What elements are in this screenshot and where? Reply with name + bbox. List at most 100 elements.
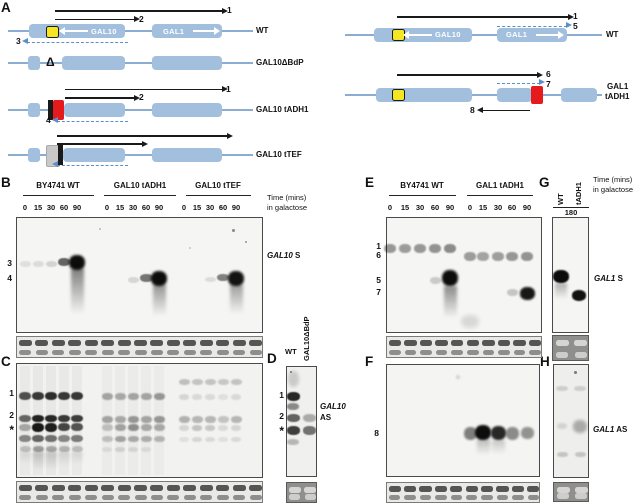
rrna-band — [482, 350, 495, 355]
blot-band — [151, 271, 167, 286]
blot-band — [139, 274, 153, 282]
time-label: 30 — [205, 203, 215, 212]
rrna-band — [389, 350, 401, 355]
rrna-band — [166, 485, 180, 491]
blot-band — [220, 206, 222, 208]
rrna-band — [134, 495, 147, 500]
rrna-band — [35, 485, 49, 491]
probe-arrow-full-transcript — [55, 8, 228, 13]
blot-band — [153, 436, 165, 442]
blot-band — [19, 392, 31, 400]
blot-band — [218, 425, 228, 431]
probe-number: 7 — [546, 78, 551, 89]
gal10-gene-box — [376, 87, 472, 102]
rrna-band — [574, 340, 588, 346]
blot-band — [520, 427, 534, 439]
probe-label-gal10-s: GAL10 S — [267, 252, 300, 260]
rrna-band — [200, 495, 213, 500]
gal1-label: GAL1 — [506, 30, 528, 39]
rrna-band — [527, 495, 539, 500]
blot-band — [102, 447, 112, 452]
rrna-band — [85, 495, 98, 500]
blot-band — [572, 290, 586, 301]
blot-band — [45, 415, 57, 422]
rrna-band — [556, 487, 570, 493]
upstream-box — [28, 55, 40, 70]
time-label: 90 — [72, 203, 82, 212]
antisense-probe-arrow — [52, 116, 128, 123]
time-label: 30 — [128, 203, 138, 212]
blot-band — [19, 415, 31, 422]
rrna-band — [482, 340, 495, 346]
probe-number: 2 — [139, 92, 144, 102]
blot-band — [19, 446, 31, 452]
time-label: 15 — [192, 203, 202, 212]
blot-band — [189, 247, 191, 249]
blot-band — [140, 436, 152, 442]
rrna-band — [232, 485, 246, 491]
loading-control-strip — [386, 336, 542, 358]
blot-band — [127, 424, 139, 431]
rrna-band — [249, 495, 262, 500]
blot-smear — [45, 452, 57, 470]
group-header: GAL1 tADH1 — [475, 181, 525, 190]
blot-band — [179, 437, 189, 442]
blot-smear — [229, 284, 243, 314]
rrna-band — [167, 495, 180, 500]
rrna-band — [513, 340, 526, 346]
rrna-band — [216, 350, 229, 355]
rrna-band — [84, 340, 98, 346]
rrna-band — [496, 495, 509, 500]
rrna-band — [512, 495, 524, 500]
rrna-band — [467, 350, 479, 355]
blot-band — [69, 255, 85, 270]
blot-band — [153, 393, 165, 400]
rrna-band — [19, 495, 32, 500]
blot-band — [127, 416, 139, 423]
blot-band — [492, 252, 504, 261]
construct-label-gal10-ttef: GAL10 tTEF — [256, 150, 302, 159]
rrna-band — [35, 340, 49, 346]
rrna-band — [404, 350, 417, 355]
blot-band — [490, 426, 506, 440]
rrna-band — [497, 340, 511, 346]
gal10-gene-box — [64, 102, 125, 117]
rrna-band — [35, 495, 48, 500]
blot-band — [231, 394, 241, 400]
time-label: 15 — [115, 203, 125, 212]
blot-band — [19, 435, 31, 442]
gal1-gene-box — [152, 102, 222, 117]
blot-band — [127, 393, 139, 400]
blot-band — [573, 420, 587, 433]
time-label: 60 — [59, 203, 69, 212]
blot-band — [205, 394, 215, 400]
time-label: 15 — [400, 203, 410, 212]
rrna-band — [183, 485, 197, 491]
rrna-band — [51, 485, 65, 491]
adh1-terminator-box — [53, 99, 64, 120]
genomic-line — [8, 62, 253, 64]
transcript-marker: 6 — [376, 250, 381, 260]
time-label-180: 180 — [564, 208, 578, 217]
time-label: 30 — [415, 203, 425, 212]
blot-band — [519, 287, 535, 300]
yellow-utr-box — [392, 89, 405, 101]
genomic-line — [345, 94, 602, 96]
blot-band — [192, 394, 202, 400]
rrna-band — [52, 350, 65, 355]
blot-band — [429, 277, 441, 284]
lane-label-wt: WT — [556, 193, 565, 205]
rrna-band — [574, 352, 587, 358]
blot-band — [127, 277, 139, 283]
blot-band — [463, 427, 477, 440]
rrna-band — [232, 340, 246, 346]
blot-band — [71, 392, 83, 400]
construct-label-gal1-tadh1-line1: GAL1 — [607, 82, 629, 91]
probe-arrow-short-transcript — [65, 95, 140, 100]
blot-band — [101, 436, 113, 442]
rrna-band — [451, 350, 463, 355]
blot-band — [45, 261, 57, 267]
northern-blot-e — [386, 217, 542, 333]
antisense-probe-arrow — [52, 161, 128, 168]
probe-number: 4 — [46, 115, 51, 125]
